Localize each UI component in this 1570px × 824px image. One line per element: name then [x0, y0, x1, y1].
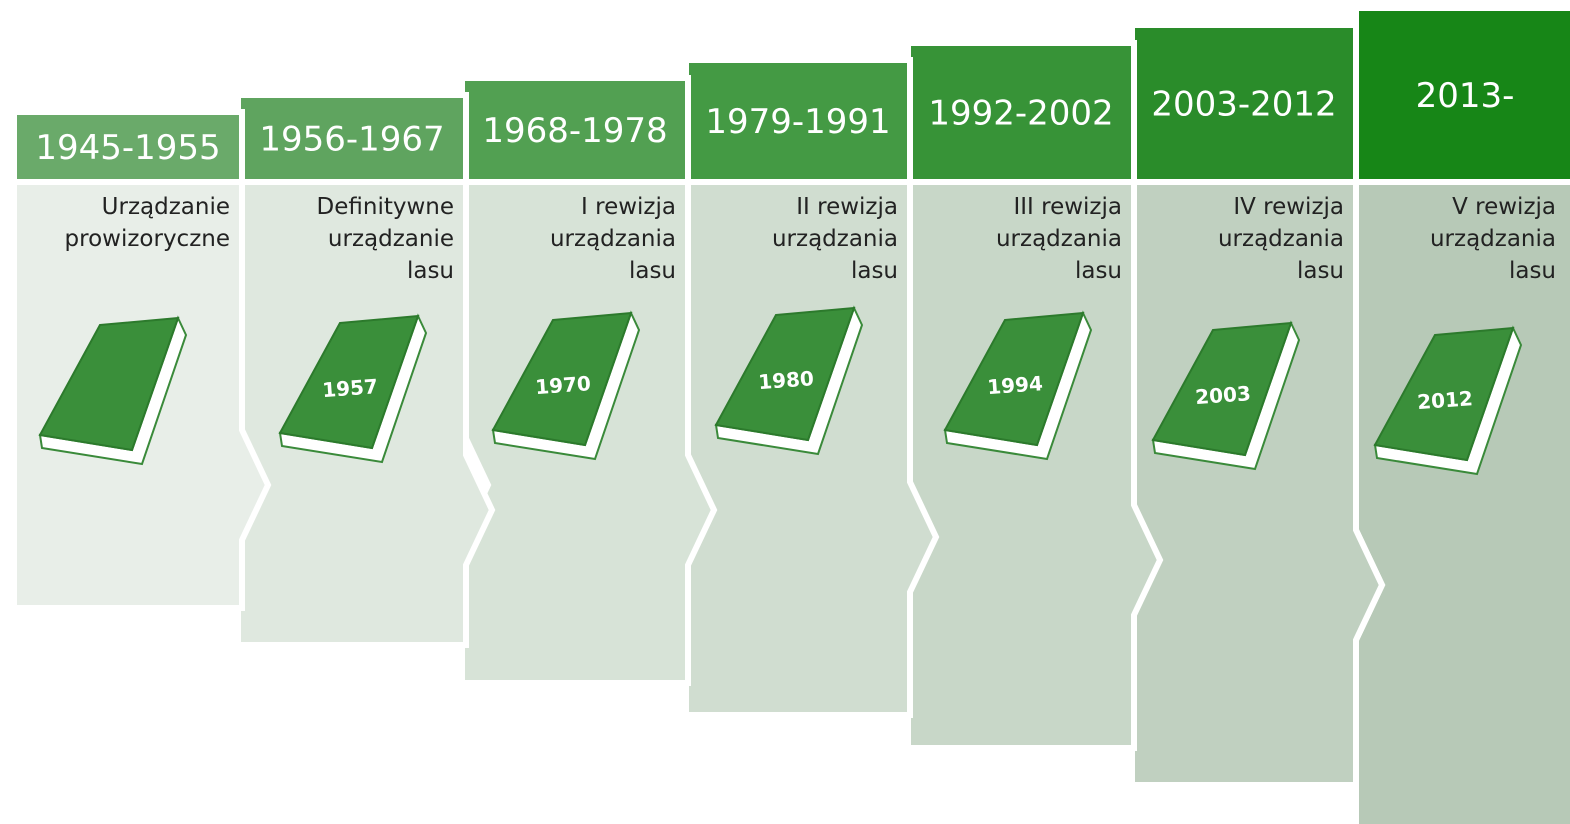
book-cover: [491, 311, 633, 447]
period-label: 1945-1955: [35, 128, 220, 168]
period-label: 1968-1978: [482, 111, 667, 151]
period-label: 2013-: [1416, 76, 1515, 116]
description-line: urządzania: [1430, 226, 1556, 252]
timeline-panel: 1956-1967 Definitywne urządzanie lasu 1957: [235, 92, 496, 648]
description-line: urządzania: [550, 226, 676, 252]
period-label: 1956-1967: [259, 120, 444, 160]
panel-body: [1129, 179, 1386, 788]
book-icon: 1957: [278, 313, 428, 464]
book-icon: 2003: [1151, 320, 1301, 471]
panel-header: [683, 57, 913, 185]
panel-header: [1129, 22, 1359, 185]
description-line: I rewizja: [581, 194, 676, 220]
book-cover: [38, 316, 180, 452]
panel-header: [235, 92, 469, 185]
period-label: 1979-1991: [705, 102, 890, 142]
book-year: 1957: [321, 374, 378, 402]
description-line: Definitywne: [317, 194, 454, 220]
panel-header: [11, 109, 245, 185]
book-icon: 1970: [491, 310, 641, 461]
description-line: urządzania: [996, 226, 1122, 252]
description-line: II rewizja: [796, 194, 898, 220]
timeline-panel: 1945-1955 Urządzanie prowizoryczne: [11, 109, 272, 611]
description-line: Urządzanie: [102, 194, 230, 220]
panel-body: [905, 179, 1164, 751]
description-line: III rewizja: [1013, 194, 1122, 220]
description-line: V rewizja: [1452, 194, 1556, 220]
book-cover: [714, 306, 856, 442]
book-cover: [943, 311, 1085, 447]
book-icon: 1994: [943, 310, 1093, 461]
book-cover: [1151, 321, 1293, 457]
book-icon: 2012: [1373, 325, 1523, 476]
description-line: lasu: [407, 258, 454, 284]
description-line: urządzania: [772, 226, 898, 252]
description-line: lasu: [1075, 258, 1122, 284]
book-cover: [1373, 326, 1515, 462]
description-line: urządzanie: [328, 226, 454, 252]
book-icon: [38, 315, 188, 466]
description-line: lasu: [1297, 258, 1344, 284]
description-line: lasu: [1509, 258, 1556, 284]
timeline-panel: 1992-2002 III rewizja urządzania lasu 1994: [905, 40, 1164, 751]
timeline-panel: 2003-2012 IV rewizja urządzania lasu 2003: [1129, 22, 1386, 788]
book-year: 2003: [1194, 381, 1251, 409]
book-year: 2012: [1416, 386, 1473, 414]
timeline-panel: 2013- V rewizja urządzania lasu 2012: [1353, 5, 1570, 824]
description-line: lasu: [629, 258, 676, 284]
book-icon: 1980: [714, 305, 864, 456]
description-line: prowizoryczne: [65, 226, 230, 252]
book-year: 1970: [534, 371, 591, 399]
panel-header: [905, 40, 1137, 185]
panel-header: [459, 75, 691, 185]
timeline-panel: 1979-1991 II rewizja urządzania lasu 1980: [683, 57, 940, 718]
book-year: 1980: [757, 366, 814, 394]
description-line: lasu: [851, 258, 898, 284]
period-label: 2003-2012: [1151, 85, 1336, 125]
period-label: 1992-2002: [928, 94, 1113, 134]
description-line: IV rewizja: [1233, 194, 1344, 220]
description-line: urządzania: [1218, 226, 1344, 252]
book-cover: [278, 314, 420, 450]
book-year: 1994: [986, 371, 1043, 399]
timeline-panel: 1968-1978 I rewizja urządzania lasu 1970: [459, 75, 718, 686]
